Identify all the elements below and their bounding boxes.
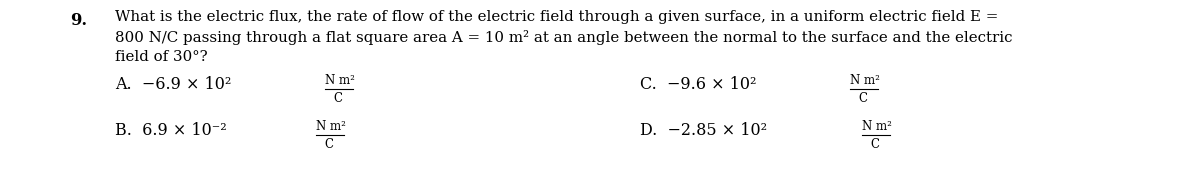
Text: B.  6.9 × 10⁻²: B. 6.9 × 10⁻² xyxy=(115,122,227,139)
Text: C: C xyxy=(324,138,334,151)
Text: 9.: 9. xyxy=(70,12,88,29)
Text: C: C xyxy=(334,92,342,105)
Text: C.  −9.6 × 10²: C. −9.6 × 10² xyxy=(640,76,756,93)
Text: field of 30°?: field of 30°? xyxy=(115,50,208,64)
Text: What is the electric flux, the rate of flow of the electric field through a give: What is the electric flux, the rate of f… xyxy=(115,10,998,24)
Text: A.  −6.9 × 10²: A. −6.9 × 10² xyxy=(115,76,232,93)
Text: N m²: N m² xyxy=(325,74,355,87)
Text: N m²: N m² xyxy=(862,120,892,133)
Text: D.  −2.85 × 10²: D. −2.85 × 10² xyxy=(640,122,767,139)
Text: N m²: N m² xyxy=(850,74,880,87)
Text: C: C xyxy=(858,92,866,105)
Text: N m²: N m² xyxy=(316,120,346,133)
Text: 800 N/C passing through a flat square area A = 10 m² at an angle between the nor: 800 N/C passing through a flat square ar… xyxy=(115,30,1013,45)
Text: C: C xyxy=(870,138,878,151)
